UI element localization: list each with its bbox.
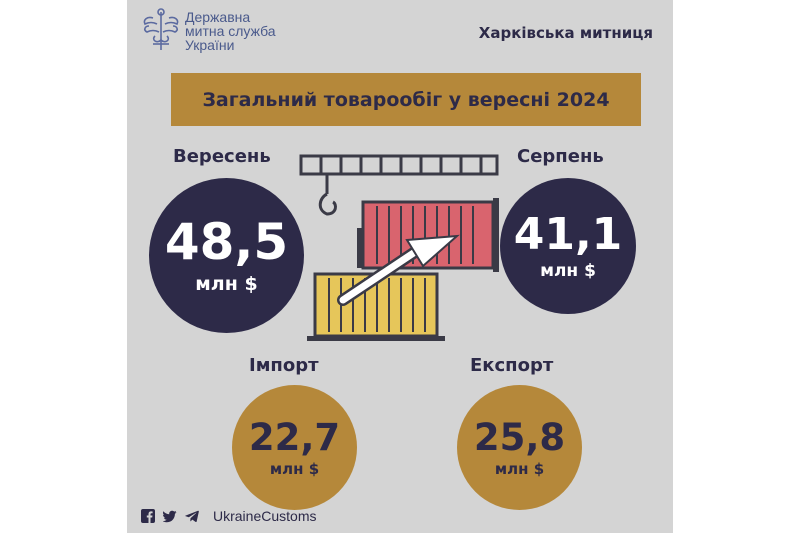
social-footer: UkraineCustoms [141, 508, 316, 524]
export-value: 25,8 [473, 415, 566, 459]
customs-emblem-icon [143, 8, 179, 50]
social-handle[interactable]: UkraineCustoms [213, 508, 317, 524]
title-banner: Загальний товарообіг у вересні 2024 [171, 73, 641, 126]
current-total-unit: млн $ [195, 273, 258, 295]
previous-month-label: Серпень [517, 146, 604, 167]
telegram-icon[interactable] [185, 509, 199, 523]
export-unit: млн $ [494, 459, 545, 478]
facebook-icon[interactable] [141, 509, 155, 523]
import-unit: млн $ [269, 459, 320, 478]
current-total-circle: 48,5 млн $ [149, 178, 304, 333]
crane-beam [299, 154, 499, 216]
org-line-1: Державна [185, 9, 251, 25]
twitter-icon[interactable] [163, 509, 177, 523]
organization-name: Державна митна служба України [185, 10, 345, 52]
import-value: 22,7 [248, 415, 341, 459]
current-month-label: Вересень [173, 146, 271, 167]
import-label: Імпорт [249, 355, 319, 376]
org-line-3: України [185, 37, 235, 53]
red-container [357, 198, 499, 272]
previous-total-unit: млн $ [540, 260, 596, 281]
previous-total-value: 41,1 [513, 208, 623, 260]
containers-crane-illustration [299, 154, 499, 341]
region-title: Харківська митниця [478, 24, 653, 42]
previous-total-circle: 41,1 млн $ [500, 178, 636, 314]
growth-arrow [337, 234, 460, 306]
banner-title: Загальний товарообіг у вересні 2024 [202, 88, 610, 111]
infographic-canvas: Державна митна служба України Харківська… [127, 0, 673, 533]
org-line-2: митна служба [185, 23, 276, 39]
export-circle: 25,8 млн $ [457, 385, 582, 510]
import-circle: 22,7 млн $ [232, 385, 357, 510]
current-total-value: 48,5 [164, 213, 289, 271]
export-label: Експорт [470, 355, 554, 376]
